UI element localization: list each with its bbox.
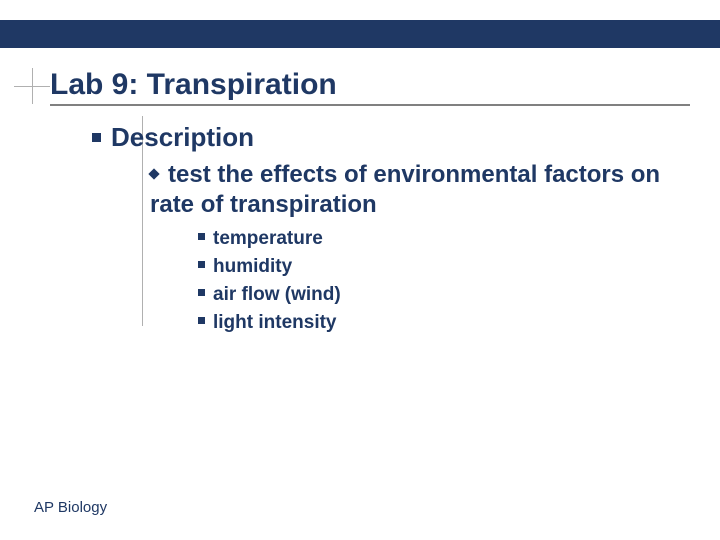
square-bullet-icon	[198, 233, 205, 240]
guide-crosshair-v	[32, 68, 33, 104]
level3-text: air flow (wind)	[213, 284, 341, 305]
list-item: light intensity	[198, 312, 341, 334]
level3-text: light intensity	[213, 312, 337, 333]
square-bullet-icon	[92, 133, 101, 142]
square-bullet-icon	[198, 261, 205, 268]
title-underline	[50, 104, 690, 106]
bullet-level2: test the effects of environmental factor…	[150, 160, 690, 220]
list-item: humidity	[198, 256, 341, 278]
list-item: temperature	[198, 228, 341, 250]
diamond-bullet-icon	[148, 168, 159, 179]
slide-title-area: Lab 9: Transpiration	[50, 68, 690, 106]
list-item: air flow (wind)	[198, 284, 341, 306]
bullet-level3-group: temperature humidity air flow (wind) lig…	[198, 228, 341, 340]
header-bar	[0, 20, 720, 48]
slide-title: Lab 9: Transpiration	[50, 68, 690, 102]
bullet-level1: Description	[92, 122, 254, 153]
level3-text: temperature	[213, 228, 323, 249]
square-bullet-icon	[198, 317, 205, 324]
level3-text: humidity	[213, 256, 292, 277]
footer-text: AP Biology	[34, 499, 107, 516]
level2-text: test the effects of environmental factor…	[150, 161, 660, 218]
square-bullet-icon	[198, 289, 205, 296]
level1-text: Description	[111, 122, 254, 152]
